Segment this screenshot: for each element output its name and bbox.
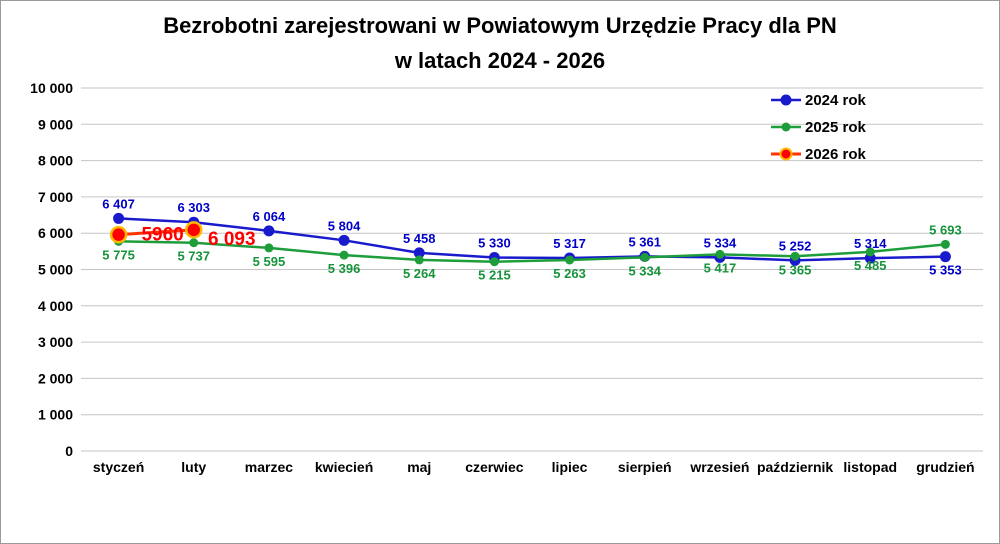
- data-label: 5 737: [177, 249, 210, 264]
- legend-label: 2024 rok: [805, 92, 867, 109]
- data-point: [185, 221, 203, 239]
- x-tick-label: lipiec: [552, 459, 588, 475]
- chart-title-line1: Bezrobotni zarejestrowani w Powiatowym U…: [163, 13, 837, 38]
- x-tick-label: sierpień: [618, 459, 672, 475]
- x-tick-label: luty: [181, 459, 206, 475]
- y-tick-label: 6 000: [38, 225, 73, 241]
- data-label: 5 334: [628, 263, 661, 278]
- data-point: [865, 247, 875, 257]
- data-label: 5 365: [779, 262, 812, 277]
- data-label: 5960: [141, 225, 183, 246]
- data-point: [414, 255, 424, 265]
- x-tick-label: styczeń: [93, 459, 144, 475]
- y-tick-label: 2 000: [38, 370, 73, 386]
- data-label: 5 417: [704, 260, 737, 275]
- data-label: 5 396: [328, 261, 361, 276]
- y-tick-label: 4 000: [38, 298, 73, 314]
- y-tick-label: 7 000: [38, 189, 73, 205]
- series-line-2024-rok: [118, 217, 946, 262]
- data-label: 5 804: [328, 218, 361, 233]
- data-point: [264, 243, 274, 253]
- data-point: [790, 251, 800, 261]
- y-tick-label: 1 000: [38, 407, 73, 423]
- series-line-2025-rok: [118, 240, 946, 263]
- data-label: 5 330: [478, 236, 511, 251]
- legend-label: 2025 rok: [805, 119, 867, 136]
- data-point: [565, 255, 575, 265]
- data-label: 5 252: [779, 238, 812, 253]
- data-label: 6 303: [177, 200, 210, 215]
- y-tick-label: 8 000: [38, 153, 73, 169]
- x-tick-label: czerwiec: [465, 459, 524, 475]
- legend-label: 2026 rok: [805, 146, 867, 163]
- data-point: [715, 249, 725, 259]
- data-label: 5 595: [253, 254, 286, 269]
- data-label: 5 361: [628, 234, 661, 249]
- data-point: [939, 251, 951, 263]
- data-point: [940, 239, 950, 249]
- data-label: 5 485: [854, 258, 887, 273]
- x-tick-label: marzec: [245, 459, 293, 475]
- data-point: [489, 257, 499, 267]
- y-tick-label: 5 000: [38, 262, 73, 278]
- data-label: 6 407: [102, 196, 135, 211]
- data-label: 5 693: [929, 222, 962, 237]
- y-tick-label: 10 000: [30, 80, 73, 96]
- data-label: 5 314: [854, 236, 887, 251]
- x-tick-label: listopad: [843, 459, 897, 475]
- legend-marker: [781, 122, 791, 132]
- data-point: [339, 250, 349, 260]
- y-tick-label: 3 000: [38, 334, 73, 350]
- y-tick-label: 0: [65, 443, 73, 459]
- data-label: 5 775: [102, 247, 135, 262]
- x-tick-label: maj: [407, 459, 431, 475]
- chart-title: Bezrobotni zarejestrowani w Powiatowym U…: [1, 8, 999, 78]
- legend-marker: [780, 94, 792, 106]
- data-label: 5 353: [929, 263, 962, 278]
- data-label: 5 458: [403, 231, 436, 246]
- data-label: 5 334: [704, 235, 737, 250]
- data-label: 5 263: [553, 266, 586, 281]
- x-tick-label: październik: [757, 459, 833, 475]
- legend-marker: [779, 147, 793, 161]
- data-point: [113, 212, 125, 224]
- series-line-2026-rok: [118, 228, 194, 237]
- x-tick-label: kwiecień: [315, 459, 373, 475]
- x-tick-label: grudzień: [916, 459, 974, 475]
- data-label: 5 317: [553, 236, 586, 251]
- y-tick-label: 9 000: [38, 116, 73, 132]
- data-point: [189, 238, 199, 248]
- data-point: [413, 247, 425, 259]
- chart-title-line2: w latach 2024 - 2026: [394, 48, 606, 73]
- data-point: [338, 234, 350, 246]
- x-tick-label: wrzesień: [689, 459, 749, 475]
- data-point: [109, 225, 128, 244]
- data-label: 5 264: [403, 266, 436, 281]
- data-point: [263, 225, 275, 237]
- data-label: 5 215: [478, 268, 511, 283]
- data-label: 6 064: [253, 209, 286, 224]
- data-point: [640, 252, 650, 262]
- data-label: 6 093: [208, 229, 256, 250]
